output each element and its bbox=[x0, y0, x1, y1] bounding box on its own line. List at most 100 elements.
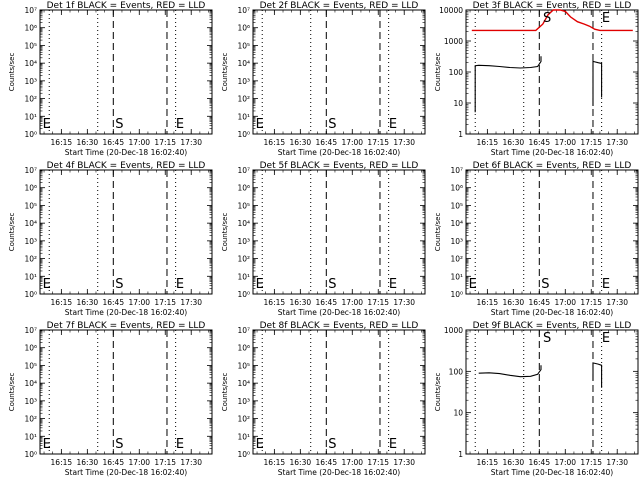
x-tick-label: 16:45 bbox=[315, 298, 337, 307]
y-tick-label: 10⁶ bbox=[237, 344, 250, 353]
marker-start: S bbox=[543, 11, 551, 26]
events-series-line bbox=[478, 365, 542, 378]
y-tick-label: 10³ bbox=[237, 237, 250, 246]
x-tick-label: 17:15 bbox=[580, 138, 602, 147]
y-tick-label: 10³ bbox=[450, 237, 463, 246]
marker-end: E bbox=[256, 437, 264, 452]
y-tick-label: 10⁰ bbox=[24, 130, 37, 139]
y-tick-label: 10⁶ bbox=[24, 24, 37, 33]
marker-end: E bbox=[602, 331, 610, 346]
x-tick-label: 17:15 bbox=[154, 458, 176, 467]
x-tick-label: 17:30 bbox=[393, 458, 415, 467]
x-tick-label: 16:15 bbox=[51, 458, 73, 467]
y-axis-label: Counts/sec bbox=[434, 53, 442, 92]
y-tick-label: 10² bbox=[24, 95, 37, 104]
marker-start: S bbox=[115, 117, 123, 132]
y-tick-label: 10⁷ bbox=[24, 326, 37, 335]
marker-end: E bbox=[176, 277, 184, 292]
x-tick-label: 17:00 bbox=[554, 298, 576, 307]
y-tick-label: 10¹ bbox=[24, 272, 37, 281]
y-tick-label: 10⁵ bbox=[237, 201, 250, 210]
axes-frame bbox=[252, 169, 426, 295]
panel-det-4: Det 4f BLACK = Events, RED = LLD 10⁰ 10¹ 10… bbox=[8, 161, 213, 317]
x-tick-label: 16:30 bbox=[77, 298, 99, 307]
y-tick-label: 10¹ bbox=[24, 432, 37, 441]
y-tick-label: 10⁰ bbox=[237, 450, 250, 459]
x-axis-label: Start Time (20-Dec-18 16:02:40) bbox=[491, 148, 613, 157]
y-axis-label: Counts/sec bbox=[221, 373, 229, 412]
y-tick-label: 10⁴ bbox=[237, 59, 250, 68]
y-axis-label: Counts/sec bbox=[221, 53, 229, 92]
x-tick-label: 17:15 bbox=[367, 138, 389, 147]
lld-series-line bbox=[471, 9, 633, 32]
marker-start: S bbox=[328, 437, 336, 452]
panel-title: Det 4f BLACK = Events, RED = LLD bbox=[47, 161, 206, 171]
panel-title: Det 1f BLACK = Events, RED = LLD bbox=[47, 1, 206, 11]
panel-title: Det 9f BLACK = Events, RED = LLD bbox=[473, 321, 632, 331]
y-tick-label: 10⁵ bbox=[237, 41, 250, 50]
x-tick-label: 16:15 bbox=[477, 298, 499, 307]
axes-frame bbox=[465, 329, 639, 455]
x-axis-label: Start Time (20-Dec-18 16:02:40) bbox=[65, 148, 187, 157]
x-tick-label: 17:30 bbox=[180, 458, 202, 467]
y-tick-label: 10² bbox=[24, 255, 37, 264]
panel-det-7: Det 7f BLACK = Events, RED = LLD 10⁰ 10¹ 10… bbox=[8, 321, 213, 477]
y-tick-label: 10⁵ bbox=[24, 201, 37, 210]
axes-frame bbox=[252, 329, 426, 455]
x-tick-label: 17:15 bbox=[580, 298, 602, 307]
panel-title: Det 8f BLACK = Events, RED = LLD bbox=[260, 321, 419, 331]
y-tick-label: 10⁰ bbox=[237, 130, 250, 139]
marker-end: E bbox=[43, 437, 51, 452]
y-tick-label: 10² bbox=[237, 255, 250, 264]
x-tick-label: 17:30 bbox=[393, 138, 415, 147]
marker-start: S bbox=[115, 277, 123, 292]
x-tick-label: 17:15 bbox=[367, 458, 389, 467]
marker-end: E bbox=[256, 277, 264, 292]
marker-end: E bbox=[256, 117, 264, 132]
panel-det-3: Det 3f BLACK = Events, RED = LLD 1 10 100 10… bbox=[434, 1, 639, 157]
y-tick-label: 10⁷ bbox=[237, 6, 250, 15]
x-tick-label: 16:15 bbox=[264, 138, 286, 147]
marker-end: E bbox=[389, 437, 397, 452]
marker-end: E bbox=[389, 277, 397, 292]
y-tick-label: 1000 bbox=[444, 37, 463, 46]
y-axis-label: Counts/sec bbox=[434, 373, 442, 412]
y-tick-label: 1000 bbox=[444, 326, 463, 335]
events-series-line bbox=[474, 56, 542, 113]
y-tick-label: 10⁴ bbox=[237, 219, 250, 228]
x-axis-label: Start Time (20-Dec-18 16:02:40) bbox=[65, 308, 187, 317]
y-tick-label: 10 bbox=[453, 99, 463, 108]
y-axis-label: Counts/sec bbox=[434, 213, 442, 252]
y-tick-label: 10¹ bbox=[24, 112, 37, 121]
y-tick-label: 10⁷ bbox=[450, 166, 463, 175]
x-tick-label: 17:30 bbox=[180, 298, 202, 307]
x-axis-label: Start Time (20-Dec-18 16:02:40) bbox=[65, 468, 187, 477]
x-tick-label: 16:45 bbox=[102, 458, 124, 467]
marker-end: E bbox=[43, 277, 51, 292]
panel-det-9: Det 9f BLACK = Events, RED = LLD 1 10 100 10… bbox=[434, 321, 639, 477]
y-axis-label: Counts/sec bbox=[221, 213, 229, 252]
y-tick-label: 10⁷ bbox=[24, 6, 37, 15]
y-tick-label: 10⁷ bbox=[237, 166, 250, 175]
x-tick-label: 16:30 bbox=[77, 138, 99, 147]
x-tick-label: 16:15 bbox=[264, 298, 286, 307]
panel-title: Det 6f BLACK = Events, RED = LLD bbox=[473, 161, 632, 171]
x-tick-label: 17:00 bbox=[128, 138, 150, 147]
axes-frame bbox=[39, 329, 213, 455]
y-axis-label: Counts/sec bbox=[8, 373, 16, 412]
y-tick-label: 10³ bbox=[24, 237, 37, 246]
y-tick-label: 10³ bbox=[24, 77, 37, 86]
y-tick-label: 10¹ bbox=[450, 272, 463, 281]
marker-end: E bbox=[43, 117, 51, 132]
y-tick-label: 10¹ bbox=[237, 272, 250, 281]
y-tick-label: 10² bbox=[24, 415, 37, 424]
x-axis-label: Start Time (20-Dec-18 16:02:40) bbox=[278, 468, 400, 477]
panel-det-1: Det 1f BLACK = Events, RED = LLD 10⁰ 10¹ 10… bbox=[8, 1, 213, 157]
marker-start: S bbox=[541, 277, 549, 292]
y-tick-label: 10⁷ bbox=[24, 166, 37, 175]
x-tick-label: 17:00 bbox=[554, 458, 576, 467]
x-tick-label: 16:15 bbox=[51, 298, 73, 307]
y-tick-label: 100 bbox=[449, 367, 464, 376]
x-tick-label: 16:30 bbox=[290, 458, 312, 467]
y-tick-label: 10⁶ bbox=[24, 344, 37, 353]
